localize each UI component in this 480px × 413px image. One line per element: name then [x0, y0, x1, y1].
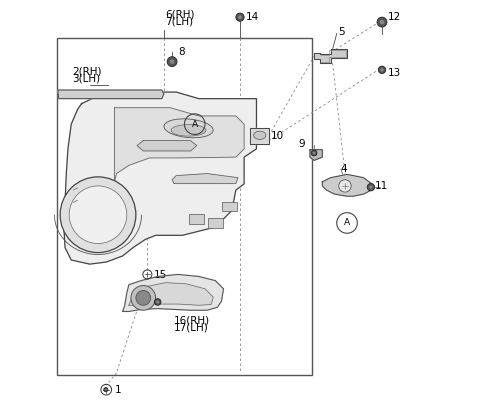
- Circle shape: [367, 183, 374, 191]
- Bar: [208, 218, 223, 228]
- Polygon shape: [310, 150, 323, 160]
- Circle shape: [369, 185, 372, 189]
- Text: 11: 11: [375, 181, 388, 191]
- Text: 1: 1: [114, 385, 121, 395]
- Text: 7(LH): 7(LH): [165, 16, 193, 26]
- Polygon shape: [129, 282, 213, 305]
- Text: 12: 12: [388, 12, 401, 22]
- Circle shape: [136, 290, 151, 305]
- Ellipse shape: [171, 125, 206, 136]
- Text: A: A: [344, 218, 350, 228]
- Circle shape: [60, 177, 136, 253]
- Circle shape: [167, 57, 177, 66]
- Circle shape: [236, 13, 244, 21]
- Text: 10: 10: [271, 131, 284, 141]
- Circle shape: [378, 66, 386, 74]
- Text: 14: 14: [246, 12, 259, 22]
- Polygon shape: [250, 128, 269, 144]
- Polygon shape: [172, 173, 238, 183]
- Circle shape: [170, 59, 174, 64]
- Polygon shape: [323, 174, 372, 196]
- Circle shape: [131, 285, 156, 310]
- Circle shape: [69, 186, 127, 244]
- Polygon shape: [137, 141, 197, 151]
- Bar: [57, 38, 312, 375]
- Bar: [190, 214, 204, 224]
- Circle shape: [380, 20, 384, 24]
- Text: 15: 15: [154, 270, 167, 280]
- Text: 6(RH): 6(RH): [165, 9, 194, 20]
- Ellipse shape: [253, 131, 266, 140]
- Text: 3(LH): 3(LH): [72, 73, 100, 83]
- Text: 16(RH): 16(RH): [174, 315, 210, 325]
- Circle shape: [380, 68, 384, 71]
- Circle shape: [105, 389, 107, 391]
- Polygon shape: [314, 49, 347, 63]
- Polygon shape: [58, 90, 164, 99]
- Circle shape: [339, 180, 351, 192]
- Text: 9: 9: [299, 139, 305, 149]
- Text: 8: 8: [178, 47, 185, 57]
- Text: 2(RH): 2(RH): [72, 66, 102, 76]
- Circle shape: [311, 150, 317, 156]
- Circle shape: [155, 299, 161, 305]
- Text: 5: 5: [338, 27, 345, 38]
- Circle shape: [104, 388, 108, 392]
- Text: 4: 4: [340, 164, 347, 173]
- Text: 17(LH): 17(LH): [174, 322, 209, 332]
- Ellipse shape: [164, 119, 213, 138]
- Circle shape: [377, 17, 387, 27]
- Polygon shape: [123, 274, 224, 311]
- Circle shape: [156, 301, 159, 304]
- Text: 13: 13: [388, 68, 401, 78]
- Text: A: A: [192, 120, 198, 129]
- Circle shape: [238, 15, 242, 19]
- Bar: [222, 202, 237, 211]
- Polygon shape: [114, 108, 244, 182]
- Circle shape: [313, 152, 315, 154]
- Polygon shape: [64, 92, 256, 264]
